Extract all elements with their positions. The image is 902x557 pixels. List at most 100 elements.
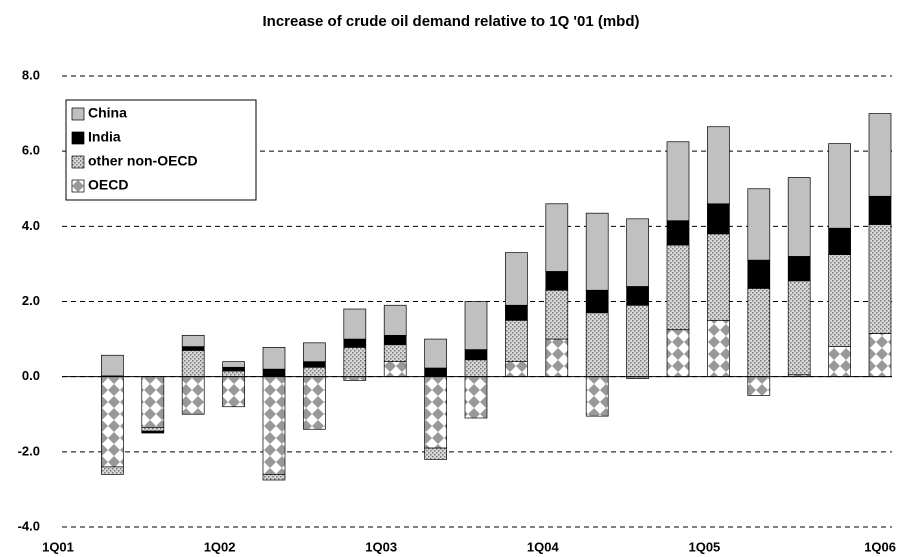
x-tick-label: 1Q04 <box>527 539 560 554</box>
bar-segment <box>222 361 245 368</box>
bar-segment <box>464 301 488 350</box>
bar-segment <box>262 368 286 378</box>
bar-segment <box>747 287 771 378</box>
bar-segment <box>303 342 326 362</box>
bar-segment <box>343 347 367 378</box>
bar-segment <box>141 430 165 434</box>
y-tick-label: 6.0 <box>22 143 40 158</box>
legend-swatch <box>71 131 85 145</box>
bar-segment <box>545 338 569 378</box>
bar-segment <box>464 359 488 378</box>
bar-segment <box>464 349 488 361</box>
bar-segment <box>707 319 730 378</box>
bar-segment <box>747 188 771 261</box>
bar-segment <box>383 304 407 336</box>
x-tick-label: 1Q03 <box>365 539 397 554</box>
y-tick-label: -4.0 <box>18 518 40 533</box>
bar-segment <box>787 256 811 282</box>
legend-label: India <box>88 129 121 145</box>
bar-segment <box>464 376 488 419</box>
bar-segment <box>181 334 205 347</box>
bar-segment <box>505 252 528 306</box>
bar-segment <box>303 376 326 430</box>
bar-segment <box>181 346 205 351</box>
legend-swatch <box>71 179 85 193</box>
legend-label: OECD <box>88 177 128 193</box>
bar-segment <box>141 376 165 428</box>
bar-segment <box>101 466 124 475</box>
bar-segment <box>424 367 447 378</box>
y-tick-label: -2.0 <box>18 443 40 458</box>
y-tick-label: 2.0 <box>22 293 40 308</box>
bar-segment <box>383 334 407 346</box>
chart-title: Increase of crude oil demand relative to… <box>262 13 639 30</box>
bar-segment <box>101 376 124 468</box>
bar-segment <box>828 227 851 255</box>
bar-segment <box>707 203 730 235</box>
bar-segment <box>828 346 851 378</box>
bar-segment <box>868 333 892 378</box>
bar-segment <box>626 304 649 378</box>
bar-segment <box>787 280 811 376</box>
bar-segment <box>262 376 286 475</box>
bar-segment <box>626 286 649 306</box>
bar-segment <box>787 177 811 257</box>
bar-segment <box>262 347 286 370</box>
bar-segment <box>747 259 771 289</box>
bar-segment <box>585 376 609 417</box>
bar-segment <box>585 289 609 314</box>
bar-segment <box>343 376 367 381</box>
bar-segment <box>666 329 690 378</box>
bar-segment <box>666 141 690 222</box>
bar-segment <box>222 366 245 372</box>
bar-segment <box>828 143 851 229</box>
y-tick-label: 8.0 <box>22 67 40 82</box>
bar-segment <box>383 361 407 378</box>
bar-segment <box>222 376 245 408</box>
bar-segment <box>707 126 730 205</box>
legend-swatch <box>71 155 85 169</box>
bar-segment <box>343 308 367 340</box>
bar-segment <box>181 350 205 378</box>
bar-segment <box>101 354 124 377</box>
bar-segment <box>343 338 367 348</box>
bar-segment <box>545 203 569 272</box>
legend-box <box>65 99 257 201</box>
bar-segment <box>505 361 528 378</box>
bar-segment <box>545 271 569 291</box>
bar-segment <box>585 212 609 291</box>
bar-segment <box>666 244 690 331</box>
bar-segment <box>303 366 326 378</box>
x-tick-label: 1Q05 <box>688 539 720 554</box>
bar-segment <box>626 218 649 287</box>
x-tick-label: 1Q02 <box>204 539 236 554</box>
bar-segment <box>424 447 447 460</box>
bar-segment <box>505 304 528 321</box>
legend-label: China <box>88 105 127 121</box>
y-tick-label: 4.0 <box>22 218 40 233</box>
bar-segment <box>545 289 569 340</box>
bar-segment <box>666 220 690 246</box>
bar-segment <box>747 376 771 396</box>
legend-swatch <box>71 107 85 121</box>
bar-segment <box>424 338 447 369</box>
bar-segment <box>141 427 165 432</box>
legend-label: other non-OECD <box>88 153 198 169</box>
bar-segment <box>828 254 851 347</box>
bar-segment <box>181 376 205 415</box>
bar-segment <box>303 361 326 368</box>
y-tick-label: 0.0 <box>22 368 40 383</box>
bar-segment <box>505 319 528 362</box>
bar-segment <box>868 113 892 197</box>
bar-segment <box>424 376 447 449</box>
x-tick-label: 1Q01 <box>42 539 74 554</box>
bar-segment <box>585 312 609 378</box>
x-tick-label: 1Q06 <box>864 539 896 554</box>
bar-segment <box>707 233 730 321</box>
bar-segment <box>868 195 892 225</box>
bar-segment <box>868 224 892 334</box>
bar-segment <box>262 474 286 481</box>
bar-segment <box>222 370 245 378</box>
bar-segment <box>383 344 407 362</box>
